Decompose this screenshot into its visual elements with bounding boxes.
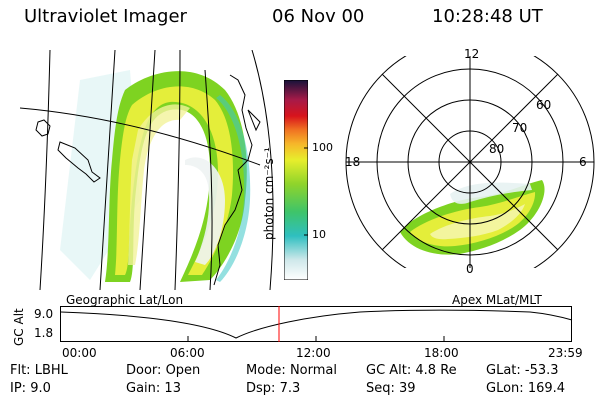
status-label: Flt:	[10, 363, 31, 378]
status-label: Gain:	[126, 381, 161, 396]
oval-core	[430, 204, 525, 240]
mlt-label-0: 0	[466, 262, 474, 276]
strip-frame	[60, 306, 572, 342]
status-label: Dsp:	[246, 381, 276, 396]
status-value: 169.4	[527, 381, 566, 396]
colorbar-tick-100: 100	[312, 141, 333, 154]
status-dsp: Dsp: 7.3	[246, 381, 300, 396]
y-tick-top: 9.0	[34, 307, 54, 321]
x-tick-0600: 06:00	[170, 346, 205, 360]
meridian-line	[99, 50, 116, 290]
status-value: LBHL	[34, 363, 68, 378]
polar-cap-region	[185, 157, 225, 265]
coastline	[213, 74, 253, 286]
status-ip: IP: 9.0	[10, 381, 51, 396]
status-value: 9.0	[30, 381, 51, 396]
lat-label-80: 80	[489, 142, 505, 156]
meridian-line	[174, 50, 181, 290]
coastline	[247, 109, 261, 132]
polar-spoke	[381, 73, 559, 251]
colorbar-unit-wrap: photon cm⁻²s⁻¹	[262, 147, 282, 260]
lat-label-70: 70	[512, 121, 528, 135]
colorbar-gradient	[284, 80, 308, 280]
x-tick-1800: 18:00	[424, 346, 459, 360]
coastline	[35, 119, 51, 137]
status-value: -53.3	[524, 363, 559, 378]
status-value: Normal	[289, 363, 337, 378]
mlt-label-6: 6	[579, 155, 587, 169]
status-label: Seq:	[366, 381, 395, 396]
y-axis-label-wrap: GC Alt	[12, 308, 26, 360]
instrument-title: Ultraviolet Imager	[24, 6, 187, 27]
altitude-curve	[60, 309, 573, 339]
polar-plot	[345, 56, 595, 268]
status-door: Door: Open	[126, 363, 200, 378]
meridian-line	[139, 50, 156, 290]
coastline	[57, 141, 101, 183]
x-tick-2359: 23:59	[548, 346, 583, 360]
date-label: 06 Nov 00	[272, 6, 365, 27]
status-value: Open	[165, 363, 201, 378]
status-label: GLon:	[486, 381, 524, 396]
status-value: 7.3	[279, 381, 301, 396]
geographic-title: Geographic Lat/Lon	[66, 293, 184, 307]
status-label: IP:	[10, 381, 27, 396]
latitude-line	[20, 107, 261, 166]
mlt-label-12: 12	[464, 47, 480, 61]
x-tick-1200: 12:00	[296, 346, 331, 360]
status-label: GLat:	[486, 363, 521, 378]
colorbar-tick-10: 10	[312, 228, 326, 241]
altitude-strip	[60, 306, 573, 342]
mlt-label-18: 18	[345, 155, 361, 169]
status-glon: GLon: 169.4	[486, 381, 565, 396]
status-label: Door:	[126, 363, 162, 378]
apex-title: Apex MLat/MLT	[452, 293, 542, 307]
status-mode: Mode: Normal	[246, 363, 337, 378]
band-edge-cyan	[216, 95, 251, 282]
status-label: Mode:	[246, 363, 286, 378]
status-flt: Flt: LBHL	[10, 363, 68, 378]
status-label: GC Alt:	[366, 363, 412, 378]
meridian-line	[39, 50, 51, 290]
colorbar	[284, 80, 308, 280]
earth-limb	[251, 50, 274, 290]
geographic-map	[20, 50, 274, 290]
lat-label-60: 60	[536, 98, 552, 112]
status-gain: Gain: 13	[126, 381, 181, 396]
status-glat: GLat: -53.3	[486, 363, 559, 378]
status-value: 39	[399, 381, 416, 396]
status-seq: Seq: 39	[366, 381, 416, 396]
x-tick-0000: 00:00	[62, 346, 97, 360]
colorbar-unit-label: photon cm⁻²s⁻¹	[262, 147, 276, 240]
meridian-line	[204, 69, 213, 290]
y-axis-label: GC Alt	[12, 308, 26, 346]
band-core-left	[128, 104, 190, 266]
time-label: 10:28:48 UT	[432, 6, 543, 27]
status-value: 13	[164, 381, 181, 396]
status-gc-alt: GC Alt: 4.8 Re	[366, 363, 457, 378]
y-tick-bottom: 1.8	[34, 326, 54, 340]
status-value: 4.8 Re	[415, 363, 457, 378]
auroral-band-inner	[115, 86, 234, 275]
